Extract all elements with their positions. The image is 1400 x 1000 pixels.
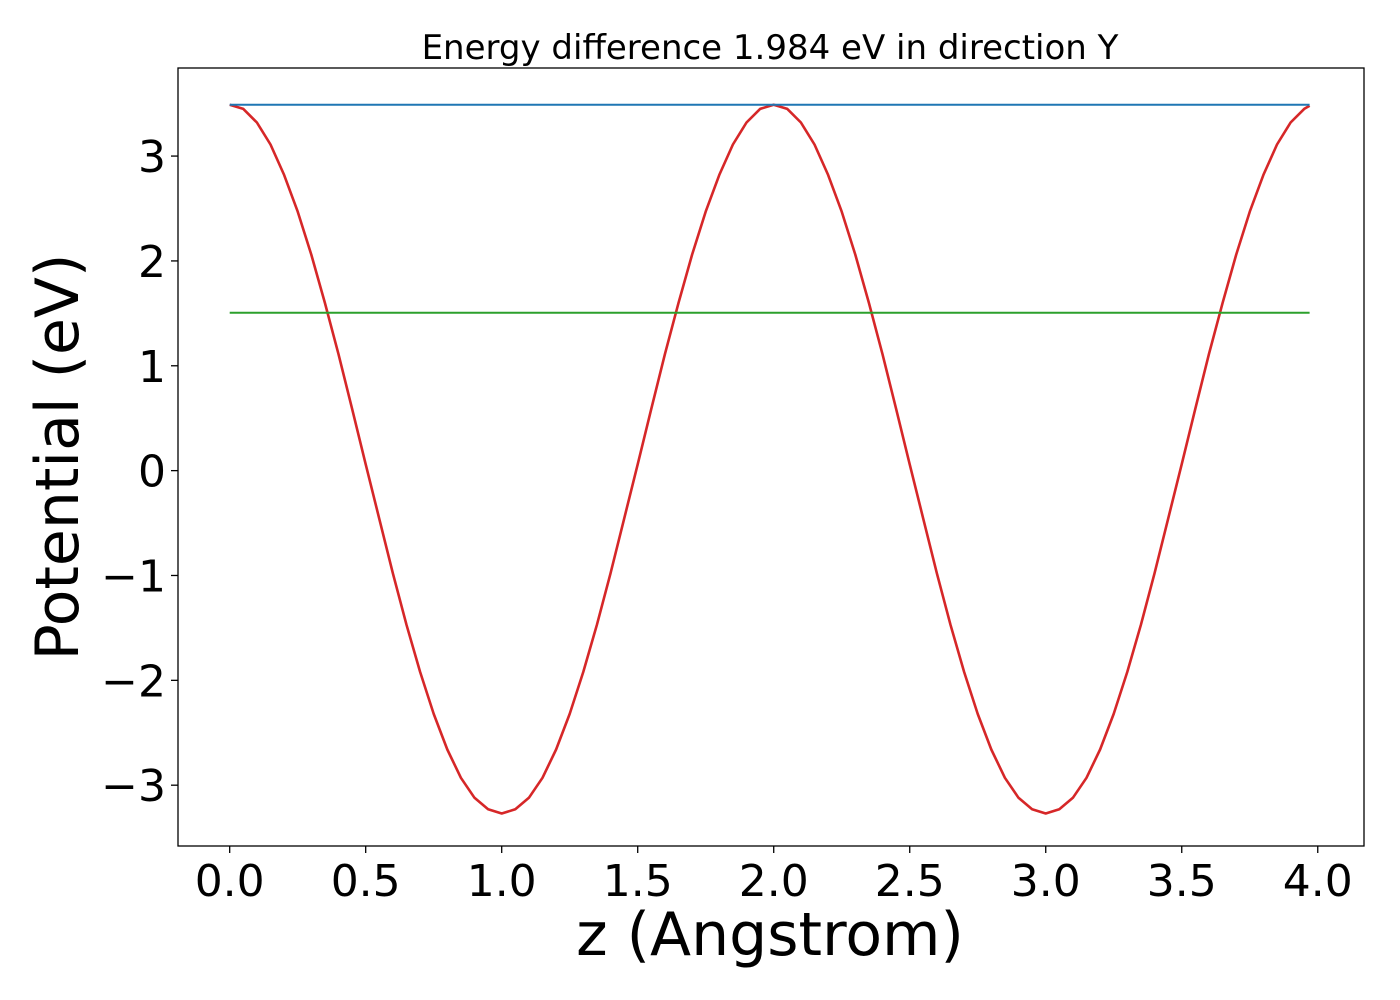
x-tick-label: 2.0 (739, 856, 809, 907)
x-tick-label: 2.5 (875, 856, 945, 907)
x-tick-label: 3.0 (1011, 856, 1081, 907)
potential-curve (229, 103, 1311, 815)
plot-frame (177, 67, 1365, 847)
x-tick-label: 0.0 (195, 856, 265, 907)
y-tick-label: 3 (138, 132, 166, 183)
y-axis-ticks: −3 −2 −1 0 1 2 3 (101, 132, 178, 812)
y-tick-label: −2 (101, 656, 166, 707)
x-axis-ticks: 0.0 0.5 1.0 1.5 2.0 2.5 3.0 3.5 4.0 (195, 846, 1353, 907)
y-tick-label: −1 (101, 551, 166, 602)
y-axis-label: Potential (eV) (23, 254, 93, 661)
y-tick-label: −3 (101, 761, 166, 812)
y-tick-label: 0 (138, 447, 166, 498)
x-tick-label: 0.5 (331, 856, 401, 907)
x-axis-label: z (Angstrom) (576, 900, 964, 970)
x-tick-label: 1.0 (467, 856, 537, 907)
series-layer (229, 103, 1311, 815)
x-tick-label: 3.5 (1147, 856, 1217, 907)
y-tick-label: 2 (138, 237, 166, 288)
chart-title: Energy difference 1.984 eV in direction … (422, 28, 1119, 68)
x-tick-label: 1.5 (603, 856, 673, 907)
x-tick-label: 4.0 (1283, 856, 1353, 907)
y-tick-label: 1 (138, 342, 166, 393)
